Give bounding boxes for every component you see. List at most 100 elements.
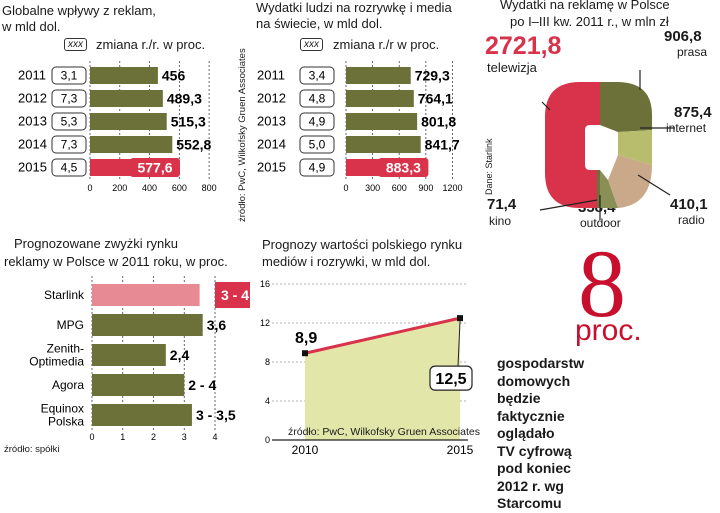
chart2-title-line1: Wydatki ludzi na rozrywkę i media bbox=[256, 0, 452, 15]
bar bbox=[90, 113, 167, 130]
seg-outdoor bbox=[600, 170, 618, 208]
seg-internet-value: 875,4 bbox=[674, 104, 712, 121]
value-label: 729,3 bbox=[415, 68, 450, 84]
x-tick-label: 1 bbox=[120, 432, 125, 442]
seg-cinema-value: 71,4 bbox=[487, 196, 517, 213]
chart2-legend-box: xxx bbox=[300, 38, 323, 51]
change-box bbox=[51, 89, 87, 108]
callout-text: gospodarstw domowych będzie faktycznie o… bbox=[497, 355, 584, 513]
category-label: 2012 bbox=[18, 91, 47, 106]
chart2-plot: 0 300 600 900 1200 2011 3,4 729,3 2012 4,8 764,1 20… bbox=[257, 61, 462, 193]
category-label: 2015 bbox=[18, 160, 47, 175]
chart4-title-line1: Prognozowane zwyżki rynku bbox=[14, 236, 179, 251]
chart1-legend-label: zmiana r./r. w proc. bbox=[96, 37, 206, 52]
value-badge bbox=[378, 158, 429, 177]
seg-outdoor-label: outdoor bbox=[580, 216, 621, 230]
chart3-title-line1: Wydatki na reklamę w Polsce bbox=[500, 0, 670, 12]
callout-line: domowych będzie bbox=[497, 372, 571, 407]
chart2-title-line2: na świecie, w mld dol. bbox=[256, 16, 383, 31]
seg-radio-value: 410,1 bbox=[670, 196, 708, 213]
category-label: 2012 bbox=[257, 91, 286, 106]
bar bbox=[90, 90, 163, 107]
x-tick-label: 900 bbox=[418, 183, 433, 193]
y-tick-label: 4 bbox=[265, 396, 270, 406]
category-label: 2015 bbox=[257, 160, 286, 175]
change-box bbox=[51, 158, 87, 177]
chart5-plot: 0 4 8 12 16 8,9 12,5 2010 2015 bbox=[260, 279, 474, 457]
change-label: 7,3 bbox=[61, 138, 78, 152]
category-label: Polska bbox=[48, 415, 84, 429]
seg-cinema bbox=[597, 170, 600, 208]
category-label: 2013 bbox=[257, 114, 286, 129]
callout-number: 8 bbox=[578, 230, 626, 337]
chart5-title-line1: Prognozy wartości polskiego rynku bbox=[262, 237, 463, 252]
seg-tv-value: 2721,8 bbox=[485, 32, 562, 60]
x-tick-label: 2015 bbox=[447, 443, 474, 457]
change-box bbox=[299, 112, 335, 131]
bar bbox=[346, 136, 421, 153]
leader-radio bbox=[637, 174, 671, 196]
change-label: 7,3 bbox=[61, 92, 78, 106]
y-tick-label: 0 bbox=[265, 435, 270, 445]
y-tick-label: 8 bbox=[265, 357, 270, 367]
category-label: Agora bbox=[52, 378, 84, 392]
bar bbox=[92, 344, 166, 366]
x-tick-label: 3 bbox=[182, 432, 187, 442]
category-label: Equinox bbox=[41, 402, 84, 416]
bar bbox=[92, 314, 203, 336]
category-label: 2014 bbox=[18, 137, 47, 152]
callout-line: gospodarstw bbox=[497, 355, 585, 371]
chart4-plot: 0 1 2 3 4 Starlink 3 - 4 MPG 3,6 Zenith-Optimedia… bbox=[29, 276, 250, 442]
bar bbox=[346, 113, 418, 130]
chart2-source: źródło: PwC, Wilkofsky Gruen Associates bbox=[237, 48, 248, 222]
bar bbox=[92, 404, 192, 426]
x-tick-label: 800 bbox=[202, 183, 217, 193]
seg-radio bbox=[608, 155, 652, 208]
seg-press-label: prasa bbox=[677, 45, 708, 59]
chart2-legend-label: zmiana r./r w proc. bbox=[333, 37, 440, 52]
bar bbox=[346, 90, 414, 107]
callout-line: 2012 r. wg Starcomu bbox=[497, 477, 564, 512]
value-badge bbox=[215, 282, 250, 308]
change-label: 4,9 bbox=[309, 161, 326, 175]
seg-radio-label: radio bbox=[678, 213, 705, 227]
change-box bbox=[51, 66, 87, 85]
change-label: 4,5 bbox=[61, 161, 78, 175]
seg-tv-label: telewizja bbox=[487, 60, 537, 75]
value-label: 764,1 bbox=[418, 91, 453, 107]
chart5-title-line2: mediów i rozrywki, w mld dol. bbox=[262, 254, 431, 269]
callout-line: TV cyfrową pod koniec bbox=[497, 442, 572, 477]
leader-tv bbox=[541, 101, 551, 111]
value-label: 8,9 bbox=[295, 330, 317, 347]
x-tick-label: 1200 bbox=[442, 183, 462, 193]
value-box bbox=[429, 365, 473, 391]
chart1-legend-box: xxx bbox=[64, 38, 87, 51]
bar bbox=[92, 284, 200, 306]
value-label: 577,6 bbox=[137, 160, 172, 176]
category-label: 2014 bbox=[257, 137, 286, 152]
chart5-source: źródło: PwC, Wilkofsky Gruen Associates bbox=[288, 426, 480, 438]
bar bbox=[92, 374, 185, 396]
x-tick-label: 0 bbox=[343, 183, 348, 193]
seg-internet bbox=[618, 130, 652, 165]
value-label: 2 - 4 bbox=[188, 377, 216, 393]
change-box bbox=[299, 135, 335, 154]
seg-tv bbox=[545, 82, 600, 208]
x-tick-label: 600 bbox=[172, 183, 187, 193]
value-label: 3 - 4 bbox=[221, 287, 249, 303]
seg-cinema-label: kino bbox=[489, 214, 512, 228]
seg-internet-label: internet bbox=[666, 121, 707, 135]
series-line bbox=[304, 316, 461, 355]
value-leader bbox=[457, 321, 461, 367]
chart1-title-line2: w mld dol. bbox=[2, 19, 61, 34]
chart1-title-line1: Globalne wpływy z reklam, bbox=[2, 3, 156, 18]
value-label: 801,8 bbox=[421, 114, 456, 130]
x-tick-label: 4 bbox=[212, 432, 217, 442]
chart1-plot: 0 200 400 600 800 2011 3,1 456 2012 7,3 489,3 2013 5… bbox=[18, 61, 217, 193]
seg-press-value: 906,8 bbox=[664, 28, 702, 45]
value-label: 2,4 bbox=[170, 347, 190, 363]
y-tick-label: 16 bbox=[260, 279, 270, 289]
seg-press bbox=[600, 82, 652, 132]
change-box bbox=[51, 135, 87, 154]
y-tick-label: 12 bbox=[260, 318, 270, 328]
